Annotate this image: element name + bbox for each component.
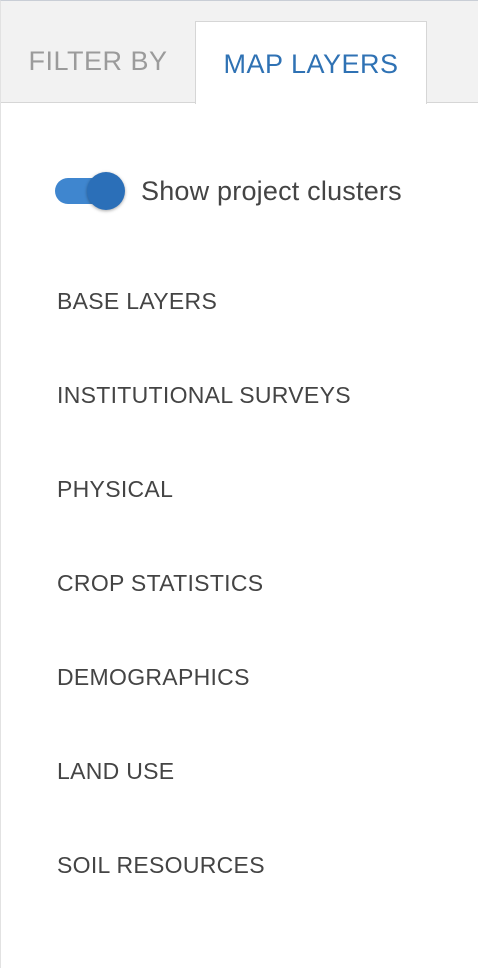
layer-category-list: BASE LAYERS INSTITUTIONAL SURVEYS PHYSIC… [57,279,351,937]
switch-knob [87,172,125,210]
layer-category-demographics[interactable]: DEMOGRAPHICS [57,664,250,690]
layer-category-land-use[interactable]: LAND USE [57,758,175,784]
layer-category-soil-resources[interactable]: SOIL RESOURCES [57,852,265,878]
layer-category-physical[interactable]: PHYSICAL [57,476,174,502]
show-clusters-toggle-row: Show project clusters [55,171,402,211]
layer-category-institutional-surveys[interactable]: INSTITUTIONAL SURVEYS [57,382,351,408]
tab-map-layers[interactable]: MAP LAYERS [195,21,427,104]
tab-filter-by[interactable]: FILTER BY [28,45,168,76]
layer-category-crop-statistics[interactable]: CROP STATISTICS [57,570,264,596]
show-clusters-switch[interactable] [55,171,125,211]
layer-category-base-layers[interactable]: BASE LAYERS [57,288,218,314]
show-clusters-label[interactable]: Show project clusters [141,175,402,206]
tab-bar: FILTER BY MAP LAYERS [1,1,478,104]
